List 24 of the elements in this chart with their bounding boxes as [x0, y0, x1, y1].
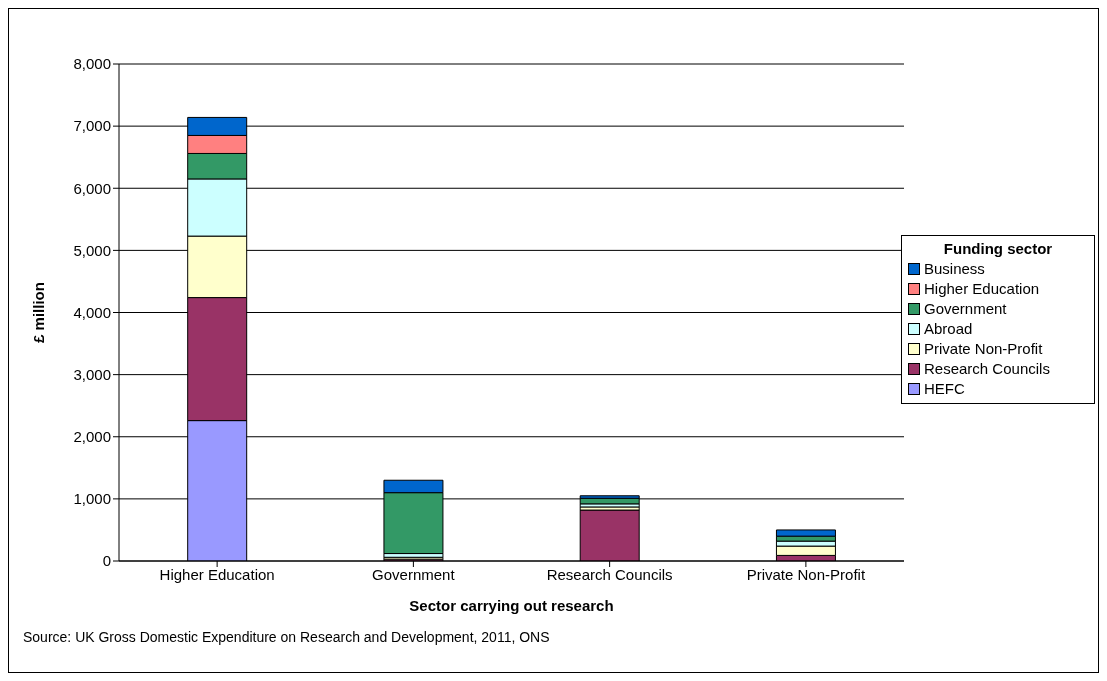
y-tick-label: 3,000	[73, 365, 111, 383]
x-tick-label: Private Non-Profit	[746, 565, 866, 583]
y-tick-label: 6,000	[73, 179, 111, 197]
legend-label: Higher Education	[924, 280, 1040, 297]
y-tick-label: 4,000	[73, 303, 111, 321]
y-axis-title: £ million	[30, 282, 48, 343]
y-tick-label: 1,000	[73, 490, 111, 508]
y-tick-label: 8,000	[73, 55, 111, 73]
y-tick-label: 5,000	[73, 241, 111, 259]
y-tick-label: 7,000	[73, 117, 111, 135]
x-tick-label: Research Councils	[546, 565, 673, 583]
x-tick-label: Government	[372, 565, 456, 583]
legend-label: Business	[924, 260, 985, 277]
legend-label: Private Non-Profit	[924, 340, 1043, 357]
legend-label: Government	[924, 300, 1007, 317]
y-tick-label: 2,000	[73, 428, 111, 446]
legend-label: Abroad	[924, 320, 973, 337]
x-tick-label: Higher Education	[159, 565, 275, 583]
legend-title: Funding sector	[942, 239, 1054, 257]
source-note: Source: UK Gross Domestic Expenditure on Research and Development, 2011, ONS	[23, 629, 550, 645]
y-tick-label: 0	[102, 552, 111, 570]
x-axis-title: Sector carrying out research	[409, 597, 614, 614]
legend-label: HEFC	[924, 380, 965, 397]
legend-label: Research Councils	[924, 360, 1050, 377]
